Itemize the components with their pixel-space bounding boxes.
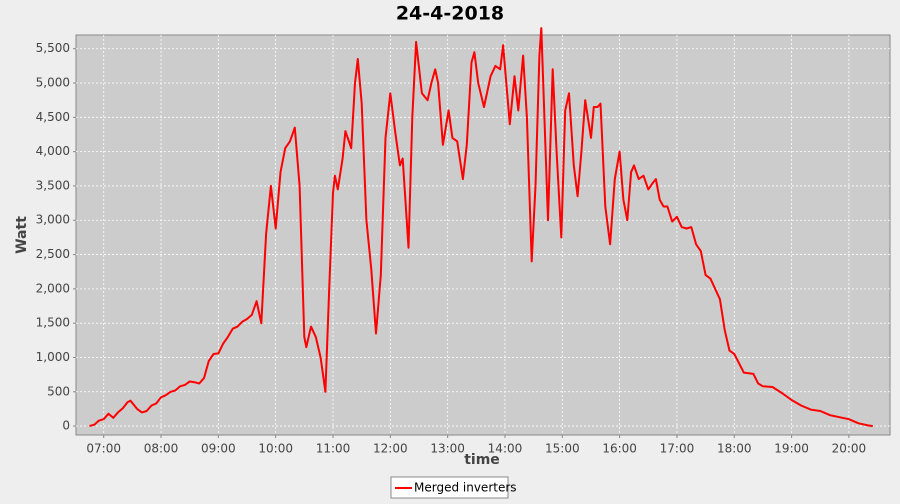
y-tick-label: 0 [62, 419, 70, 433]
y-tick-label: 4,500 [36, 110, 70, 124]
chart-title: 24-4-2018 [396, 3, 504, 25]
x-tick-label: 19:00 [774, 442, 809, 456]
x-tick-label: 11:00 [316, 442, 351, 456]
y-tick-label: 4,000 [36, 144, 70, 158]
x-tick-label: 14:00 [488, 442, 523, 456]
x-tick-label: 07:00 [86, 442, 121, 456]
x-tick-label: 13:00 [430, 442, 465, 456]
y-tick-label: 500 [47, 384, 70, 398]
x-tick-label: 16:00 [602, 442, 637, 456]
y-tick-label: 5,500 [36, 41, 70, 55]
y-tick-label: 1,000 [36, 350, 70, 364]
x-tick-label: 10:00 [258, 442, 293, 456]
plot-area [75, 34, 891, 436]
y-tick-label: 1,500 [36, 316, 70, 330]
legend [390, 476, 509, 499]
x-tick-label: 09:00 [201, 442, 236, 456]
y-axis-label: Watt [14, 216, 30, 254]
x-tick-label: 15:00 [545, 442, 580, 456]
y-tick-label: 3,500 [36, 178, 70, 192]
y-tick-label: 5,000 [36, 76, 70, 90]
x-axis-label: time [464, 452, 500, 468]
x-tick-label: 18:00 [717, 442, 752, 456]
data-line [89, 27, 873, 428]
y-tick-label: 3,000 [36, 213, 70, 227]
x-tick-label: 17:00 [660, 442, 695, 456]
x-tick-label: 20:00 [832, 442, 867, 456]
y-tick-label: 2,500 [36, 247, 70, 261]
y-tick-label: 2,000 [36, 281, 70, 295]
legend-label: Merged inverters [414, 481, 517, 495]
x-tick-label: 12:00 [373, 442, 408, 456]
x-tick-label: 08:00 [144, 442, 179, 456]
